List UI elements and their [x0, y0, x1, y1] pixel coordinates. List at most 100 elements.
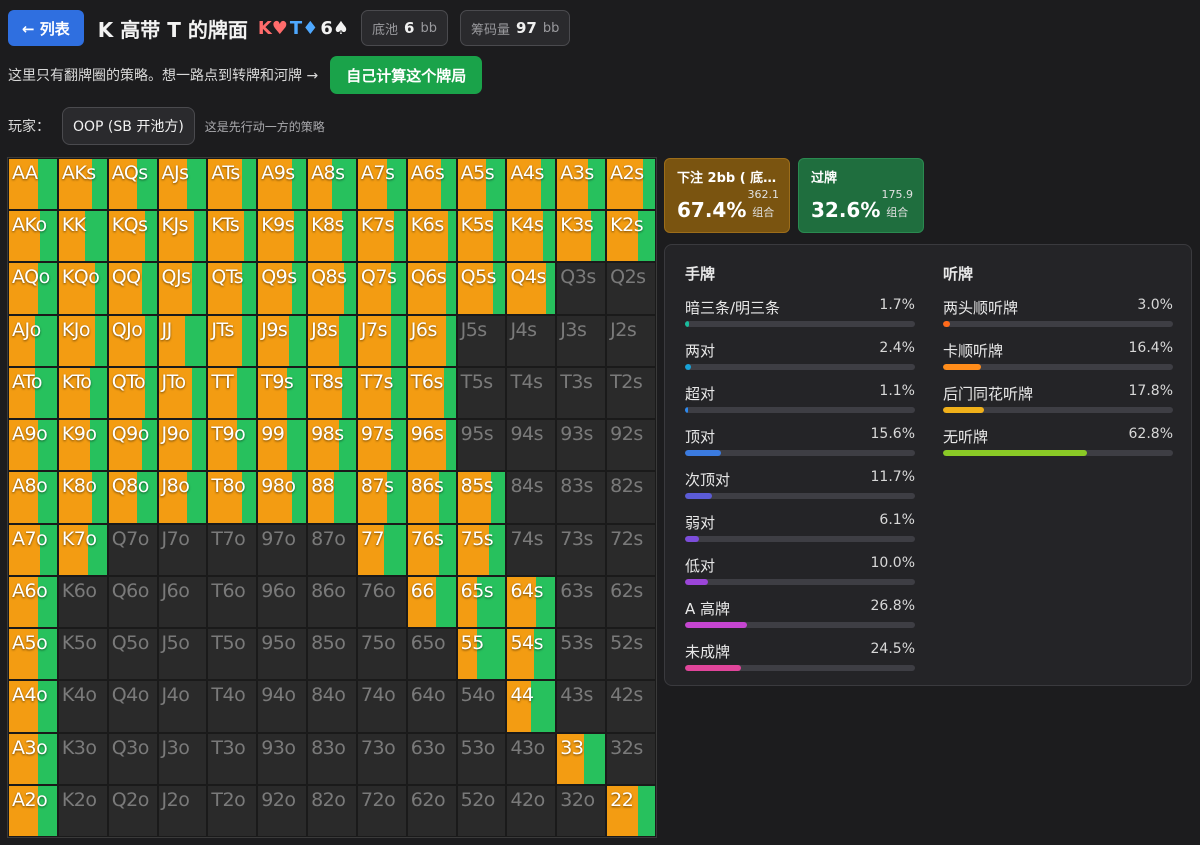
- hand-cell-T4s[interactable]: T4s: [506, 366, 557, 420]
- hand-cell-J2o[interactable]: J2o: [157, 784, 208, 837]
- hand-cell-T7s[interactable]: T7s: [356, 366, 407, 420]
- hand-cell-98s[interactable]: 98s: [307, 419, 357, 472]
- hand-cell-52o[interactable]: 52o: [456, 784, 507, 837]
- hand-cell-42s[interactable]: 42s: [606, 680, 656, 733]
- hand-cell-J6o[interactable]: J6o: [157, 575, 208, 629]
- hand-cell-99[interactable]: 99: [257, 419, 308, 472]
- hand-cell-K3o[interactable]: K3o: [57, 732, 108, 785]
- hand-cell-K2o[interactable]: K2o: [57, 784, 108, 837]
- hand-cell-QTs[interactable]: QTs: [207, 262, 258, 315]
- hand-cell-QJs[interactable]: QJs: [157, 262, 208, 315]
- hand-cell-A6o[interactable]: A6o: [8, 575, 58, 629]
- hand-cell-82s[interactable]: 82s: [606, 471, 656, 524]
- hand-cell-77[interactable]: 77: [356, 523, 407, 576]
- hand-cell-ATo[interactable]: ATo: [8, 366, 58, 420]
- hand-cell-T9o[interactable]: T9o: [207, 419, 258, 472]
- hand-cell-Q4s[interactable]: Q4s: [506, 262, 557, 315]
- hand-cell-93o[interactable]: 93o: [257, 732, 308, 785]
- hand-cell-Q9o[interactable]: Q9o: [107, 419, 158, 472]
- hand-cell-KJs[interactable]: KJs: [157, 210, 208, 263]
- hand-cell-QQ[interactable]: QQ: [107, 262, 158, 315]
- hand-cell-86o[interactable]: 86o: [307, 575, 357, 629]
- hand-cell-J7s[interactable]: J7s: [356, 314, 407, 367]
- hand-cell-K8s[interactable]: K8s: [307, 210, 357, 263]
- hand-cell-32o[interactable]: 32o: [556, 784, 607, 837]
- hand-cell-43s[interactable]: 43s: [556, 680, 607, 733]
- hand-cell-T7o[interactable]: T7o: [207, 523, 258, 576]
- hand-cell-KK[interactable]: KK: [57, 210, 108, 263]
- hand-cell-Q6o[interactable]: Q6o: [107, 575, 158, 629]
- hand-cell-83o[interactable]: 83o: [307, 732, 357, 785]
- hand-cell-74s[interactable]: 74s: [506, 523, 557, 576]
- hand-cell-84s[interactable]: 84s: [506, 471, 557, 524]
- hand-cell-JTs[interactable]: JTs: [207, 314, 258, 367]
- hand-cell-A4o[interactable]: A4o: [8, 680, 58, 733]
- hand-cell-75o[interactable]: 75o: [356, 628, 407, 681]
- hand-cell-A8o[interactable]: A8o: [8, 471, 58, 524]
- hand-cell-A7s[interactable]: A7s: [356, 158, 407, 211]
- hand-cell-T5o[interactable]: T5o: [207, 628, 258, 681]
- hand-cell-92o[interactable]: 92o: [257, 784, 308, 837]
- hand-cell-K9s[interactable]: K9s: [257, 210, 308, 263]
- hand-cell-AJo[interactable]: AJo: [8, 314, 58, 367]
- hand-cell-65s[interactable]: 65s: [456, 575, 507, 629]
- hand-cell-75s[interactable]: 75s: [456, 523, 507, 576]
- hand-cell-K5o[interactable]: K5o: [57, 628, 108, 681]
- hand-cell-T3s[interactable]: T3s: [556, 366, 607, 420]
- hand-cell-53o[interactable]: 53o: [456, 732, 507, 785]
- hand-cell-A5o[interactable]: A5o: [8, 628, 58, 681]
- hand-cell-A6s[interactable]: A6s: [406, 158, 457, 211]
- hand-cell-Q3o[interactable]: Q3o: [107, 732, 158, 785]
- hand-cell-33[interactable]: 33: [556, 732, 607, 785]
- hand-cell-K5s[interactable]: K5s: [456, 210, 507, 263]
- hand-cell-73o[interactable]: 73o: [356, 732, 407, 785]
- hand-cell-Q7o[interactable]: Q7o: [107, 523, 158, 576]
- hand-cell-82o[interactable]: 82o: [307, 784, 357, 837]
- hand-cell-A4s[interactable]: A4s: [506, 158, 557, 211]
- hand-cell-Q5o[interactable]: Q5o: [107, 628, 158, 681]
- hand-cell-J8o[interactable]: J8o: [157, 471, 208, 524]
- hand-cell-Q6s[interactable]: Q6s: [406, 262, 457, 315]
- hand-cell-64o[interactable]: 64o: [406, 680, 457, 733]
- hand-cell-J3o[interactable]: J3o: [157, 732, 208, 785]
- hand-cell-63o[interactable]: 63o: [406, 732, 457, 785]
- hand-cell-K2s[interactable]: K2s: [606, 210, 656, 263]
- hand-cell-Q2o[interactable]: Q2o: [107, 784, 158, 837]
- hand-cell-54o[interactable]: 54o: [456, 680, 507, 733]
- hand-cell-54s[interactable]: 54s: [506, 628, 557, 681]
- hand-cell-T5s[interactable]: T5s: [456, 366, 507, 420]
- hand-cell-J4s[interactable]: J4s: [506, 314, 557, 367]
- hand-cell-K6o[interactable]: K6o: [57, 575, 108, 629]
- hand-cell-A9s[interactable]: A9s: [257, 158, 308, 211]
- hand-cell-J2s[interactable]: J2s: [606, 314, 656, 367]
- hand-cell-96o[interactable]: 96o: [257, 575, 308, 629]
- hand-cell-98o[interactable]: 98o: [257, 471, 308, 524]
- hand-cell-K4o[interactable]: K4o: [57, 680, 108, 733]
- hand-cell-97s[interactable]: 97s: [356, 419, 407, 472]
- hand-cell-65o[interactable]: 65o: [406, 628, 457, 681]
- hand-cell-J4o[interactable]: J4o: [157, 680, 208, 733]
- hand-cell-72s[interactable]: 72s: [606, 523, 656, 576]
- hand-cell-A7o[interactable]: A7o: [8, 523, 58, 576]
- hand-cell-83s[interactable]: 83s: [556, 471, 607, 524]
- hand-cell-Q8o[interactable]: Q8o: [107, 471, 158, 524]
- hand-cell-K6s[interactable]: K6s: [406, 210, 457, 263]
- hand-cell-A9o[interactable]: A9o: [8, 419, 58, 472]
- hand-cell-92s[interactable]: 92s: [606, 419, 656, 472]
- hand-cell-ATs[interactable]: ATs: [207, 158, 258, 211]
- player-select[interactable]: OOP (SB 开池方): [62, 107, 195, 145]
- hand-cell-Q4o[interactable]: Q4o: [107, 680, 158, 733]
- hand-cell-J6s[interactable]: J6s: [406, 314, 457, 367]
- hand-cell-85s[interactable]: 85s: [456, 471, 507, 524]
- hand-cell-A8s[interactable]: A8s: [307, 158, 357, 211]
- hand-cell-44[interactable]: 44: [506, 680, 557, 733]
- hand-cell-K7o[interactable]: K7o: [57, 523, 108, 576]
- hand-cell-52s[interactable]: 52s: [606, 628, 656, 681]
- hand-cell-88[interactable]: 88: [307, 471, 357, 524]
- hand-cell-Q8s[interactable]: Q8s: [307, 262, 357, 315]
- hand-cell-53s[interactable]: 53s: [556, 628, 607, 681]
- hand-cell-A2o[interactable]: A2o: [8, 784, 58, 837]
- hand-cell-72o[interactable]: 72o: [356, 784, 407, 837]
- hand-cell-93s[interactable]: 93s: [556, 419, 607, 472]
- hand-cell-76o[interactable]: 76o: [356, 575, 407, 629]
